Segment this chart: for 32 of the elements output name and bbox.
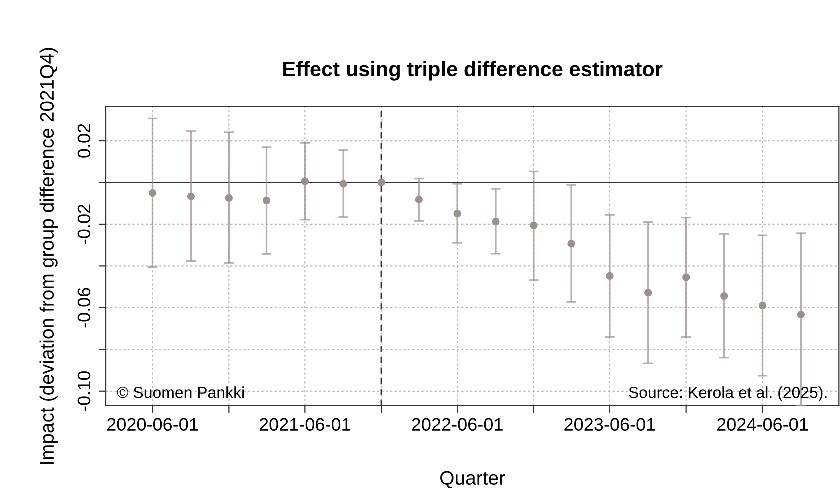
point: [187, 192, 195, 200]
y-tick-label: -0.06: [78, 288, 91, 328]
x-tick-label: 2023-06-01: [564, 418, 656, 432]
point: [568, 240, 576, 248]
point: [301, 178, 309, 186]
point: [492, 218, 500, 226]
x-tick-label: 2020-06-01: [107, 418, 198, 432]
annotation: © Suomen Pankki: [117, 386, 244, 398]
y-tick-label: 0.02: [78, 124, 91, 158]
point: [415, 196, 423, 204]
point: [758, 302, 767, 310]
y-tick-label: -0.02: [78, 204, 91, 244]
point: [148, 189, 157, 197]
x-tick-label: 2024-06-01: [717, 418, 808, 432]
x-axis-title: Quarter: [440, 471, 506, 489]
point: [262, 196, 271, 204]
x-tick-label: 2021-06-01: [260, 418, 350, 432]
point: [606, 272, 614, 280]
point: [378, 178, 386, 187]
y-axis-title: Impact (deviation from group difference 2021Q4): [40, 48, 58, 464]
point: [797, 311, 805, 319]
point: [340, 180, 348, 188]
point: [530, 222, 538, 230]
chart-title: Effect using triple difference estimator: [284, 61, 663, 81]
point: [644, 289, 652, 297]
point: [225, 194, 233, 202]
x-tick-label: 2022-06-01: [412, 418, 503, 432]
point: [720, 292, 728, 300]
annotation: Source: Kerola et al. (2025).: [629, 386, 827, 402]
point: [454, 210, 462, 218]
point: [682, 274, 690, 282]
y-tick-label: -0.10: [78, 372, 91, 412]
